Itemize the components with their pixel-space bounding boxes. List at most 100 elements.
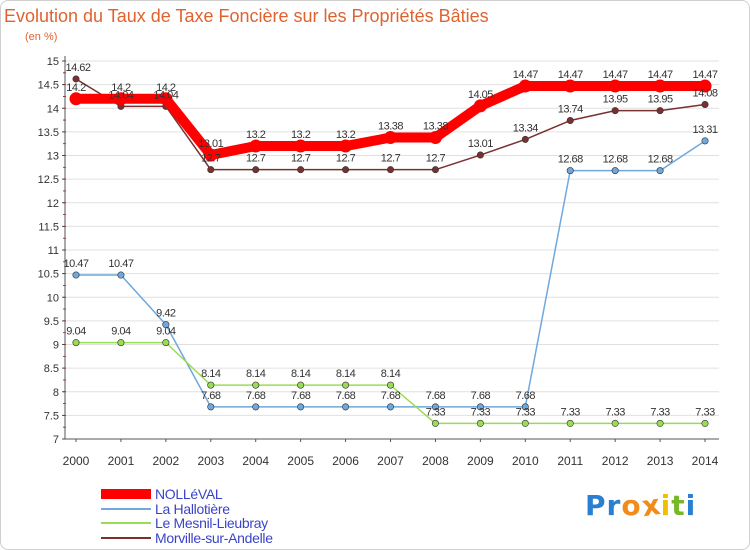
data-point [69, 92, 83, 106]
data-point [117, 339, 125, 347]
data-point [611, 107, 619, 115]
data-label: 8.14 [291, 368, 311, 380]
data-point [387, 381, 395, 389]
data-label: 12.7 [426, 153, 446, 165]
data-label: 9.04 [156, 326, 176, 338]
x-tick-label: 2007 [377, 454, 404, 468]
data-label: 14.04 [108, 89, 133, 101]
x-tick-label: 2000 [63, 454, 90, 468]
proxiti-logo: Proxiti [585, 487, 697, 524]
data-point [611, 167, 619, 175]
data-point [431, 419, 439, 427]
logo-letter: x [639, 487, 663, 524]
legend-item-nolleval: NOLLéVAL [101, 487, 273, 502]
x-tick-label: 2006 [332, 454, 359, 468]
data-point [653, 79, 667, 93]
y-tick-label: 12.5 [38, 174, 59, 186]
data-label: 7.68 [246, 390, 266, 402]
data-label: 12.68 [603, 154, 628, 166]
legend-item-morville-sur-andelle: Morville-sur-Andelle [101, 531, 273, 546]
x-tick-label: 2005 [287, 454, 314, 468]
data-label: 14.2 [156, 82, 176, 94]
data-label: 7.33 [650, 406, 670, 418]
data-label: 7.68 [381, 390, 401, 402]
y-unit-label: (en %) [25, 31, 58, 43]
data-label: 13.95 [603, 94, 628, 106]
data-point [342, 166, 350, 174]
y-tick-label: 10.5 [38, 269, 59, 281]
y-tick-label: 10 [47, 292, 59, 304]
data-point [252, 403, 260, 411]
legend-label: NOLLéVAL [155, 486, 223, 503]
data-label: 13.74 [558, 104, 583, 116]
data-point [698, 79, 712, 93]
data-label: 14.47 [603, 69, 628, 81]
logo-letter: i [685, 489, 697, 522]
legend-label: La Hallotière [155, 500, 230, 517]
data-label: 12.68 [558, 154, 583, 166]
data-point [114, 92, 128, 106]
data-label: 13.38 [423, 121, 448, 133]
data-label: 14.05 [468, 89, 493, 101]
legend-swatch-nolleval [101, 487, 151, 501]
legend: NOLLéVAL La Hallotière Le Mesnil-Lieubra… [101, 487, 273, 545]
x-tick-label: 2013 [647, 454, 674, 468]
data-label: 7.33 [695, 406, 715, 418]
y-tick-label: 13.5 [38, 127, 59, 139]
data-label: 14.2 [111, 82, 131, 94]
x-tick-label: 2008 [422, 454, 449, 468]
data-point [521, 419, 529, 427]
data-point [608, 79, 622, 93]
data-label: 7.33 [516, 406, 536, 418]
data-label: 8.14 [381, 368, 401, 380]
data-point [249, 139, 263, 153]
x-tick-label: 2010 [512, 454, 539, 468]
data-label: 14.47 [693, 69, 718, 81]
x-tick-label: 2004 [242, 454, 269, 468]
data-label: 14.47 [513, 69, 538, 81]
data-point [473, 99, 487, 113]
data-point [701, 137, 709, 145]
data-point [207, 166, 215, 174]
data-point [384, 131, 398, 145]
y-tick-label: 14.5 [38, 80, 59, 92]
data-label: 8.14 [336, 368, 356, 380]
data-point [339, 139, 353, 153]
data-point [342, 381, 350, 389]
data-label: 7.33 [471, 406, 491, 418]
x-tick-label: 2009 [467, 454, 494, 468]
data-point [518, 79, 532, 93]
data-label: 8.14 [201, 368, 221, 380]
data-label: 13.01 [198, 138, 223, 150]
data-point [476, 151, 484, 159]
data-point [297, 403, 305, 411]
legend-swatch-le-mesnil-lieubray [101, 516, 151, 530]
data-label: 12.7 [201, 153, 221, 165]
chart-title: Evolution du Taux de Taxe Foncière sur l… [4, 6, 489, 26]
legend-label: Morville-sur-Andelle [155, 529, 273, 546]
data-label: 13.01 [468, 138, 493, 150]
legend-swatch-morville-sur-andelle [101, 531, 151, 545]
logo-letter: t [671, 489, 686, 522]
y-tick-label: 8 [53, 387, 59, 399]
data-label: 9.04 [66, 326, 86, 338]
x-tick-label: 2011 [557, 454, 583, 468]
y-tick-label: 9 [53, 340, 59, 352]
data-label: 13.2 [246, 129, 266, 141]
data-point [207, 403, 215, 411]
data-label: 9.42 [156, 308, 176, 320]
data-label: 13.34 [513, 122, 538, 134]
data-point [162, 339, 170, 347]
y-tick-label: 9.5 [44, 316, 59, 328]
legend-item-la-hallotiere: La Hallotière [101, 502, 273, 517]
data-label: 14.62 [65, 62, 90, 74]
data-label: 12.7 [336, 153, 356, 165]
legend-swatch-la-hallotiere [101, 502, 151, 516]
data-label: 12.7 [381, 153, 401, 165]
data-label: 14.2 [66, 82, 86, 94]
y-tick-label: 12 [47, 198, 59, 210]
data-point [72, 271, 80, 279]
y-tick-label: 15 [47, 56, 59, 68]
